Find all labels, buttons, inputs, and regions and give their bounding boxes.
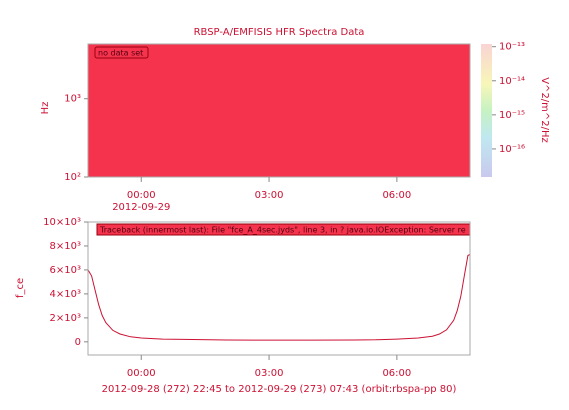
x-tick-label: 00:00 (127, 368, 156, 379)
y-tick-label: 0 (75, 337, 81, 348)
x-axis-label: 2012-09-28 (272) 22:45 to 2012-09-29 (27… (102, 384, 457, 395)
annotation: no data set (98, 49, 143, 58)
plot-background (88, 222, 470, 355)
colorbar-tick-label: 10⁻¹³ (499, 42, 525, 53)
annotation: Traceback (innermost last): File "fce_A_… (99, 226, 466, 235)
x-tick-label: 03:00 (255, 190, 284, 201)
y-tick-label: 4×10³ (50, 289, 81, 300)
x-tick-label: 06:00 (382, 190, 411, 201)
annotation-box (94, 46, 149, 59)
y-tick-label: 10² (64, 172, 81, 183)
y-axis-label: Hz (40, 102, 51, 115)
x-tick-label: 03:00 (255, 368, 284, 379)
chart-title: RBSP-A/EMFISIS HFR Spectra Data (194, 27, 365, 38)
x-tick-label: 06:00 (382, 368, 411, 379)
y-axis-label: f_ce (15, 278, 26, 298)
colorbar-label: V^2/m^2/Hz (539, 77, 550, 143)
data-line (87, 253, 471, 341)
plot-frame (87, 43, 471, 178)
x-tick-label: 00:00 (127, 190, 156, 201)
y-tick-label: 2×10³ (50, 313, 81, 324)
colorbar-tick-label: 10⁻¹⁵ (499, 110, 525, 121)
x-date-label: 2012-09-29 (112, 202, 170, 213)
colorbar-tick-label: 10⁻¹⁴ (499, 76, 525, 87)
y-tick-label: 8×10³ (50, 241, 81, 252)
plot-frame (87, 221, 471, 356)
y-tick-label: 6×10³ (50, 265, 81, 276)
y-tick-label: 10³ (64, 94, 81, 105)
colorbar (481, 44, 492, 177)
y-tick-label: 10×10³ (43, 217, 81, 228)
spectrogram-fill (88, 44, 470, 177)
colorbar-tick-label: 10⁻¹⁶ (499, 144, 525, 155)
